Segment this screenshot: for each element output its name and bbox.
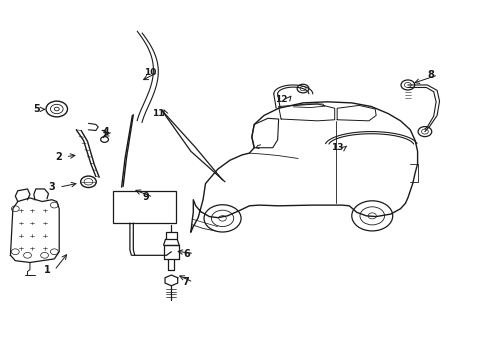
Text: 1: 1 (43, 265, 50, 275)
Text: 9: 9 (142, 192, 149, 202)
Text: 6: 6 (183, 248, 190, 258)
Bar (113, 191, 176, 223)
Text: 11: 11 (152, 109, 164, 118)
Text: 12: 12 (274, 95, 287, 104)
Text: 8: 8 (427, 70, 433, 80)
Text: 13: 13 (330, 143, 343, 152)
Text: 7: 7 (182, 277, 189, 287)
Text: 3: 3 (48, 182, 55, 192)
Text: 10: 10 (144, 68, 156, 77)
Text: 4: 4 (102, 127, 109, 136)
Text: 2: 2 (55, 152, 61, 162)
Text: 5: 5 (33, 104, 40, 114)
